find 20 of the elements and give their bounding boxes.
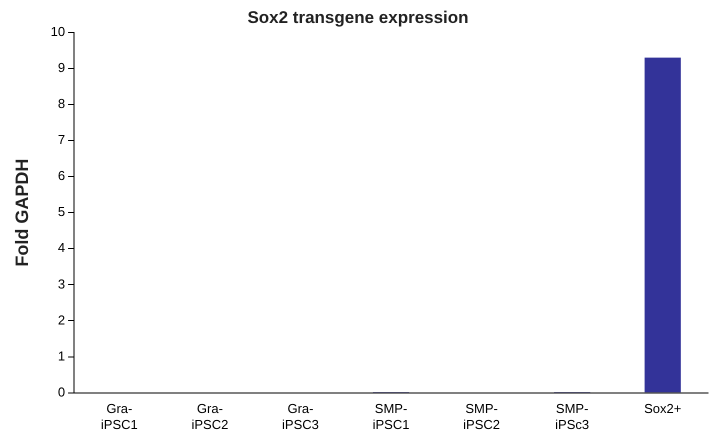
y-tick-label: 9 xyxy=(58,60,66,76)
y-tick-label: 10 xyxy=(50,24,66,39)
y-tick-label: 3 xyxy=(58,276,66,292)
y-tick-label: 1 xyxy=(58,348,66,364)
y-tick-label: 7 xyxy=(58,132,66,148)
x-tick-label: SMP-iPSC2 xyxy=(463,401,500,432)
x-tick-label: Gra-iPSC1 xyxy=(100,401,138,432)
y-tick-label: 0 xyxy=(58,384,66,400)
y-tick-label: 2 xyxy=(58,312,66,328)
y-tick-label: 8 xyxy=(58,96,66,112)
chart-title: Sox2 transgene expression xyxy=(247,8,469,27)
x-tick-label: Gra-iPSC3 xyxy=(282,401,319,432)
y-tick-label: 5 xyxy=(58,204,66,220)
x-tick-label: Gra-iPSC2 xyxy=(191,401,228,432)
x-tick-label: SMP-iPSC1 xyxy=(372,401,410,432)
y-axis-title: Fold GAPDH xyxy=(12,158,32,267)
x-tick-label: Sox2+ xyxy=(644,401,682,416)
y-tick-label: 6 xyxy=(58,168,66,184)
x-tick-label: SMP-iPSc3 xyxy=(555,401,590,432)
y-tick-label: 4 xyxy=(58,240,66,256)
